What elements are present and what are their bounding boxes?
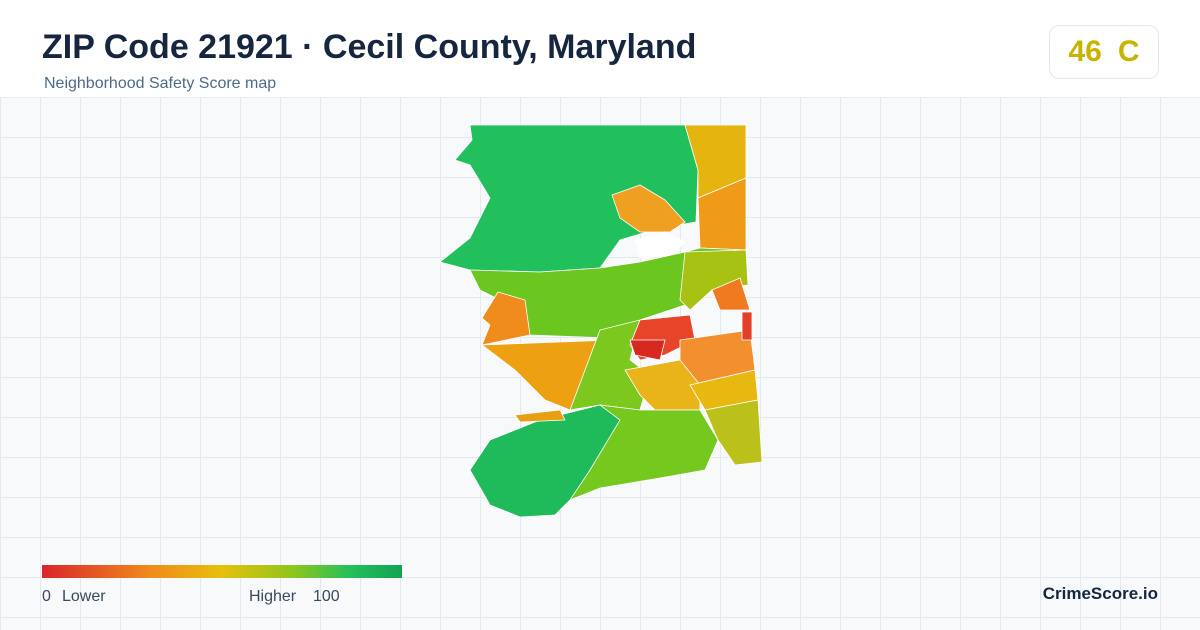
region — [704, 399, 763, 466]
region — [629, 339, 666, 361]
score-grade: C — [1117, 35, 1140, 68]
region — [469, 404, 621, 518]
region — [634, 231, 686, 259]
score-value: 46 — [1068, 35, 1102, 68]
score-badge: 46 C — [1049, 25, 1159, 79]
brand: CrimeScore.io — [1042, 584, 1158, 603]
region — [514, 409, 566, 423]
title: ZIP Code 21921 · Cecil County, Maryland — [42, 28, 697, 66]
legend-gradient — [42, 565, 402, 578]
region — [741, 311, 753, 341]
header: ZIP Code 21921 · Cecil County, Maryland … — [0, 0, 1200, 98]
region — [481, 291, 531, 346]
legend-max: 100 — [313, 588, 340, 605]
legend-min-label: Lower — [62, 588, 106, 605]
region — [711, 277, 751, 311]
legend-max-label: Higher — [249, 588, 297, 605]
region — [611, 184, 686, 233]
legend-min: 0 — [42, 588, 51, 605]
subtitle: Neighborhood Safety Score map — [44, 75, 277, 92]
